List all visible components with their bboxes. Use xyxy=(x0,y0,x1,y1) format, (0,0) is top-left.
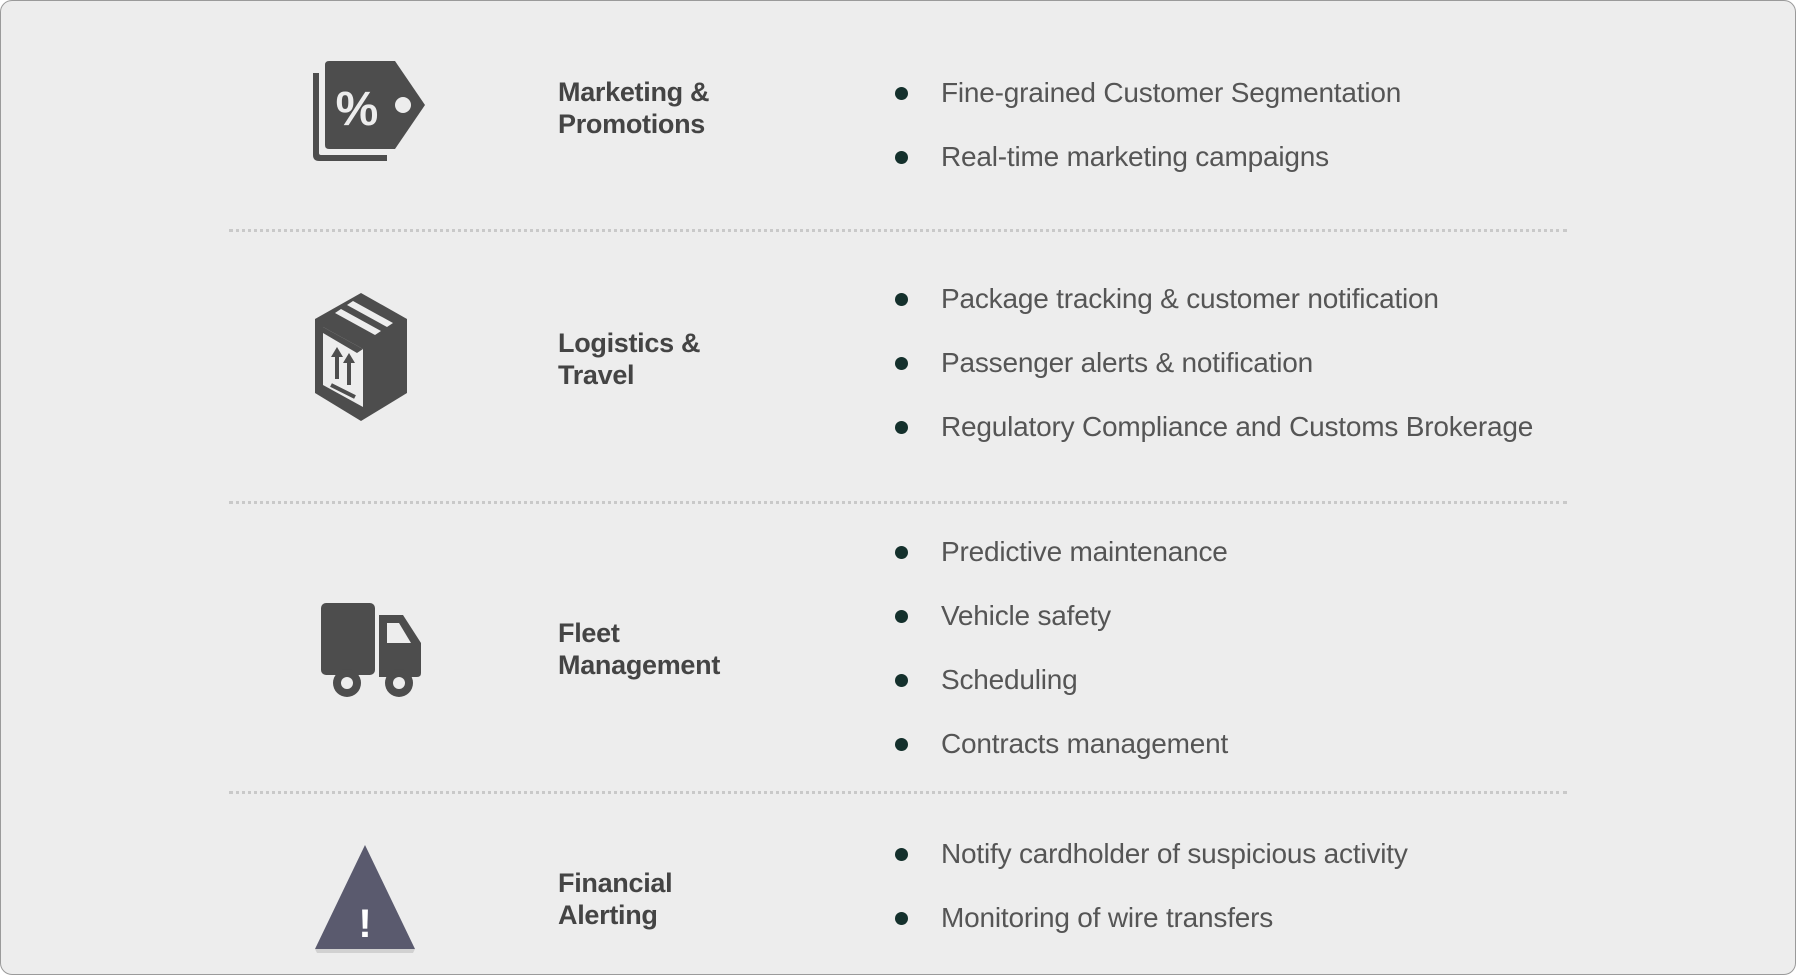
bullet-icon xyxy=(895,912,908,925)
percent-glyph: % xyxy=(336,83,379,136)
section-divider xyxy=(229,501,1567,504)
list-item: Passenger alerts & notification xyxy=(891,346,1533,410)
bullet-icon xyxy=(895,546,908,559)
bullet-icon xyxy=(895,151,908,164)
bullet-list-fleet: Predictive maintenance Vehicle safety Sc… xyxy=(891,535,1228,791)
list-item: Vehicle safety xyxy=(891,599,1228,663)
bullet-icon xyxy=(895,674,908,687)
list-item: Regulatory Compliance and Customs Broker… xyxy=(891,410,1533,474)
exclamation-glyph: ! xyxy=(358,902,371,946)
row-title-marketing: Marketing & Promotions xyxy=(558,77,710,139)
bullet-list-marketing: Fine-grained Customer Segmentation Real-… xyxy=(891,76,1401,204)
list-item: Monitoring of wire transfers xyxy=(891,901,1408,965)
bullet-icon xyxy=(895,87,908,100)
warning-triangle-icon: ! xyxy=(309,841,421,955)
list-item: Contracts management xyxy=(891,727,1228,791)
row-title-logistics: Logistics & Travel xyxy=(558,328,701,390)
list-item: Fine-grained Customer Segmentation xyxy=(891,76,1401,140)
list-item: Scheduling xyxy=(891,663,1228,727)
bullet-icon xyxy=(895,738,908,751)
bullet-list-logistics: Package tracking & customer notification… xyxy=(891,282,1533,474)
package-box-icon xyxy=(311,291,411,423)
delivery-truck-icon xyxy=(319,601,423,701)
bullet-icon xyxy=(895,357,908,370)
bullet-icon xyxy=(895,848,908,861)
bullet-list-financial: Notify cardholder of suspicious activity… xyxy=(891,837,1408,965)
list-item: Predictive maintenance xyxy=(891,535,1228,599)
list-item: Notify cardholder of suspicious activity xyxy=(891,837,1408,901)
bullet-icon xyxy=(895,421,908,434)
section-divider xyxy=(229,229,1567,232)
bullet-icon xyxy=(895,610,908,623)
discount-tag-icon: % xyxy=(307,59,427,163)
section-divider xyxy=(229,791,1567,794)
row-title-financial: Financial Alerting xyxy=(558,868,673,930)
list-item: Package tracking & customer notification xyxy=(891,282,1533,346)
row-title-fleet: Fleet Management xyxy=(558,618,721,680)
bullet-icon xyxy=(895,293,908,306)
list-item: Real-time marketing campaigns xyxy=(891,140,1401,204)
